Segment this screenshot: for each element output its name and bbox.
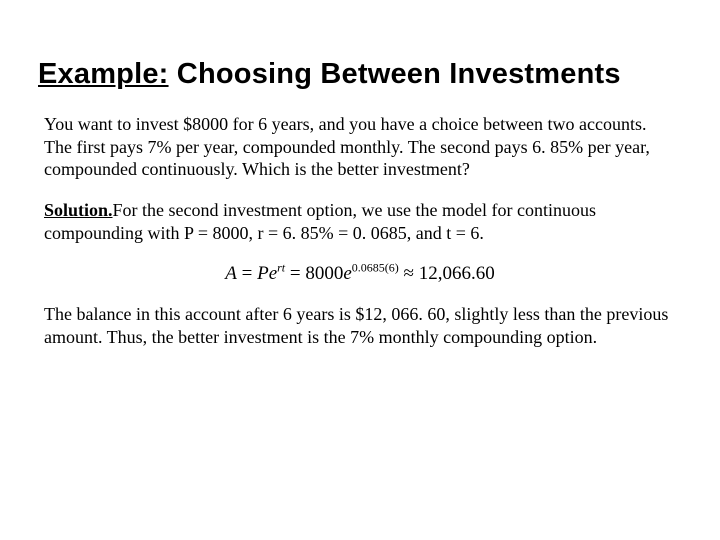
formula-e1: e bbox=[269, 263, 277, 284]
slide-title: Example: Choosing Between Investments bbox=[38, 58, 682, 91]
problem-statement: You want to invest $8000 for 6 years, an… bbox=[44, 113, 676, 181]
conclusion: The balance in this account after 6 year… bbox=[44, 303, 676, 348]
solution-label: Solution. bbox=[44, 200, 113, 220]
formula-block: A = Pert = 8000e0.0685(6) ≈ 12,066.60 bbox=[44, 262, 676, 285]
formula-rt: rt bbox=[277, 261, 285, 275]
formula-A: A bbox=[225, 263, 237, 284]
slide-body: You want to invest $8000 for 6 years, an… bbox=[38, 113, 682, 348]
solution-intro-text: For the second investment option, we use… bbox=[44, 200, 596, 243]
slide: Example: Choosing Between Investments Yo… bbox=[0, 0, 720, 540]
formula-exp: 0.0685(6) bbox=[352, 261, 399, 275]
formula-P: P bbox=[257, 263, 269, 284]
solution-intro: Solution.For the second investment optio… bbox=[44, 199, 676, 244]
formula-eq1: = bbox=[237, 263, 257, 284]
formula-result: 12,066.60 bbox=[419, 263, 495, 284]
title-rest: Choosing Between Investments bbox=[169, 58, 621, 90]
formula-eq2: = bbox=[285, 263, 305, 284]
title-example-word: Example: bbox=[38, 58, 169, 90]
formula-coeff: 8000 bbox=[305, 263, 343, 284]
formula-approx: ≈ bbox=[399, 263, 419, 284]
formula: A = Pert = 8000e0.0685(6) ≈ 12,066.60 bbox=[225, 264, 494, 283]
formula-e2: e bbox=[343, 263, 351, 284]
